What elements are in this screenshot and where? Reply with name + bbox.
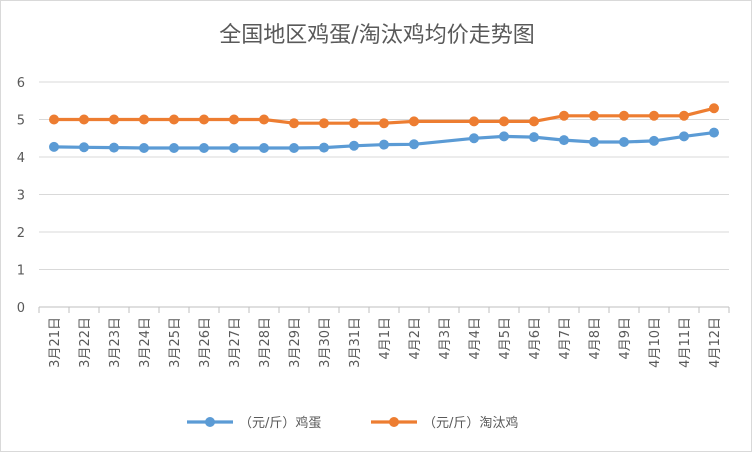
y-tick-label: 3: [17, 189, 25, 204]
data-point: [499, 116, 509, 127]
y-tick-label: 4: [17, 151, 25, 166]
data-point: [379, 139, 389, 150]
x-tick-label: 4月3日: [438, 317, 453, 360]
data-point: [379, 118, 389, 129]
x-tick-label: 3月27日: [228, 317, 243, 368]
x-tick-label: 3月28日: [258, 317, 273, 368]
data-point: [319, 142, 329, 153]
legend-marker: [389, 417, 399, 427]
x-tick-label: 4月4日: [468, 317, 483, 360]
data-point: [79, 142, 89, 153]
data-point: [229, 143, 239, 153]
legend-label: （元/斤）淘汰鸡: [423, 415, 518, 431]
series-culled-hen: [49, 103, 719, 129]
x-tick-label: 3月22日: [78, 317, 93, 368]
y-tick-label: 2: [17, 226, 25, 241]
data-point: [109, 114, 119, 125]
x-tick-label: 4月10日: [648, 317, 663, 368]
x-tick-label: 4月7日: [558, 317, 573, 360]
data-point: [289, 118, 299, 129]
data-point: [349, 118, 359, 129]
data-point: [619, 137, 629, 147]
x-tick-label: 4月8日: [588, 317, 603, 360]
data-point: [199, 143, 209, 153]
data-point: [469, 116, 479, 127]
x-tick-label: 3月26日: [198, 317, 213, 368]
x-axis-ticks: 3月21日 3月22日 3月23日 3月24日 3月25日 3月26日 3月27日 3月28日…: [38, 307, 730, 368]
x-tick-label: 4月12日: [708, 317, 723, 368]
y-tick-label: 0: [17, 301, 25, 316]
x-tick-label: 4月2日: [408, 317, 423, 360]
series-egg: [49, 127, 719, 153]
legend-label: （元/斤）鸡蛋: [239, 415, 321, 431]
data-point: [709, 127, 719, 138]
data-point: [649, 135, 659, 146]
data-point: [49, 141, 59, 152]
y-axis-ticks: 0 1 2 3 4 5 6: [17, 76, 25, 316]
chart-title: 全国地区鸡蛋/淘汰鸡均价走势图: [219, 23, 534, 48]
data-point: [499, 131, 509, 142]
data-point: [49, 114, 59, 125]
legend-item: （元/斤）淘汰鸡: [371, 415, 518, 431]
data-point: [109, 142, 119, 153]
data-point: [259, 114, 269, 125]
x-tick-label: 3月21日: [48, 317, 63, 368]
data-point: [139, 143, 149, 153]
x-tick-label: 4月11日: [678, 317, 693, 368]
data-point: [409, 116, 419, 127]
data-point: [679, 131, 689, 142]
data-point: [469, 133, 479, 144]
data-point: [289, 143, 299, 153]
data-point: [79, 114, 89, 125]
data-point: [619, 110, 629, 121]
x-tick-label: 3月23日: [108, 317, 123, 368]
data-point: [169, 143, 179, 153]
data-point: [199, 114, 209, 125]
data-point: [589, 137, 599, 147]
x-tick-label: 4月9日: [618, 317, 633, 360]
data-point: [649, 110, 659, 121]
data-point: [709, 103, 719, 114]
x-tick-label: 3月29日: [288, 317, 303, 368]
y-tick-label: 6: [17, 76, 25, 91]
x-tick-label: 3月30日: [318, 317, 333, 368]
data-point: [559, 110, 569, 121]
x-tick-label: 4月6日: [528, 317, 543, 360]
data-point: [259, 143, 269, 153]
data-point: [529, 116, 539, 127]
data-point: [169, 114, 179, 125]
series-layer: [49, 103, 719, 153]
data-point: [349, 140, 359, 151]
data-point: [679, 110, 689, 121]
data-point: [139, 114, 149, 125]
y-tick-label: 5: [17, 114, 25, 129]
data-point: [589, 110, 599, 121]
y-tick-label: 1: [17, 264, 25, 279]
series-line: [52, 106, 716, 125]
data-point: [319, 118, 329, 129]
series-line: [52, 131, 716, 150]
x-tick-label: 3月24日: [138, 317, 153, 368]
data-point: [559, 135, 569, 146]
data-point: [529, 132, 539, 143]
x-tick-label: 4月1日: [378, 317, 393, 360]
x-tick-label: 3月25日: [168, 317, 183, 368]
data-point: [409, 139, 419, 150]
x-tick-label: 3月31日: [348, 317, 363, 368]
legend-marker: [205, 417, 215, 427]
x-tick-label: 4月5日: [498, 317, 513, 360]
legend: （元/斤）鸡蛋 （元/斤）淘汰鸡: [187, 415, 518, 431]
legend-item: （元/斤）鸡蛋: [187, 415, 321, 431]
data-point: [229, 114, 239, 125]
